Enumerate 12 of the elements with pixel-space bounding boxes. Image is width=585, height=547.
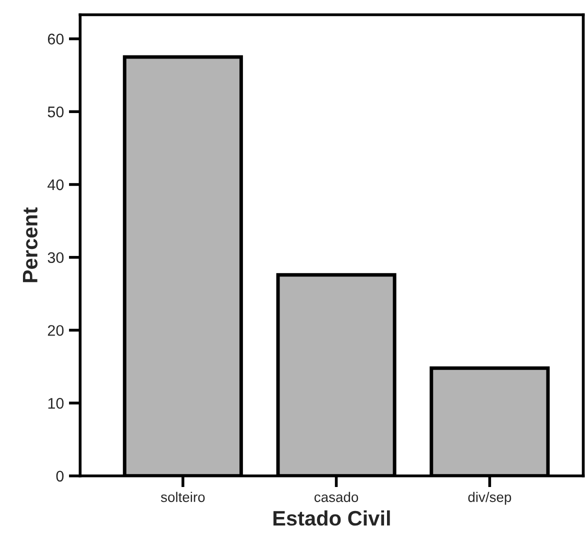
y-tick-label: 30: [48, 252, 64, 264]
y-tick-label: 20: [48, 325, 64, 336]
y-tick-label: 40: [48, 179, 64, 190]
x-tick-label: div/sep: [468, 492, 512, 505]
y-tick-label: 50: [48, 106, 64, 118]
y-axis-title: Percent: [22, 207, 38, 282]
x-axis-title: Estado Civil: [273, 510, 390, 526]
y-tick-label: 10: [48, 398, 64, 409]
x-tick-label: solteiro: [160, 492, 205, 502]
y-tick-label: 60: [48, 34, 64, 44]
x-tick-label: casado: [314, 492, 358, 502]
y-tick-label: 0: [56, 470, 64, 482]
